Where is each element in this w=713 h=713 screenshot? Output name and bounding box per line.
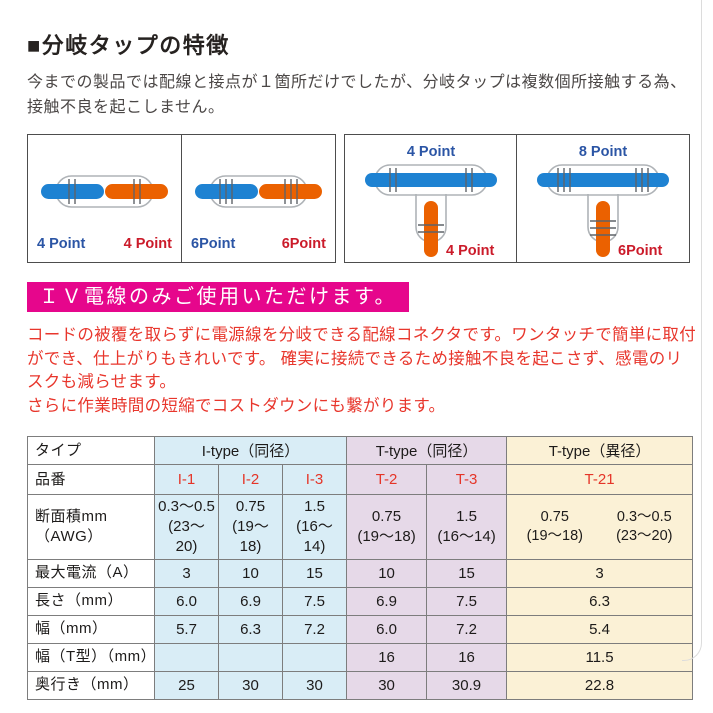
spec-cell: 7.5	[281, 586, 348, 616]
row-label-width-t: 幅（T型）（mm）	[27, 642, 156, 672]
spec-cell: 6.9	[346, 586, 428, 616]
table-row-type: タイプ I-type（同径） T-type（同径） T-type（異径）	[27, 436, 694, 466]
spec-cell: 7.2	[426, 614, 508, 644]
spec-cell: 6.0	[346, 614, 428, 644]
table-row-length: 長さ（mm） 6.0 6.9 7.5 6.9 7.5 6.3	[27, 586, 694, 616]
row-label-max-current: 最大電流（A）	[27, 558, 155, 588]
spec-cell	[218, 642, 283, 672]
spec-cell: 6.3	[218, 614, 283, 644]
spec-cell: 0.75 (19〜18)	[346, 494, 428, 560]
spec-cell: 16	[346, 642, 428, 672]
table-row-width-t: 幅（T型）（mm） 16 16 11.5	[27, 642, 694, 672]
spec-cell: 7.5	[426, 586, 508, 616]
orange-wire	[423, 200, 438, 257]
part-number-cell: I-2	[218, 464, 283, 496]
spec-cell: 3	[154, 558, 219, 588]
part-number-cell: T-21	[506, 464, 694, 496]
spec-cell: 22.8	[506, 670, 694, 700]
table-row-width: 幅（mm） 5.7 6.3 7.2 6.0 7.2 5.4	[27, 614, 694, 644]
row-label-depth: 奥行き（mm）	[27, 670, 155, 700]
table-row-depth: 奥行き（mm） 25 30 30 30 30.9 22.8	[27, 670, 694, 700]
contact-ticks	[218, 178, 298, 204]
point-label-red: 4 Point	[446, 243, 495, 259]
point-label-red: 6Point	[618, 243, 662, 259]
spec-cell: 6.9	[218, 586, 283, 616]
row-label-width: 幅（mm）	[27, 614, 155, 644]
part-number-cell: T-3	[426, 464, 508, 496]
part-number-cell: I-3	[281, 464, 348, 496]
spec-cell: 7.2	[281, 614, 348, 644]
spec-cell: 0.75 (19〜18)	[526, 508, 583, 544]
spec-cell: 6.3	[506, 586, 694, 616]
blue-wire	[41, 183, 104, 199]
diagram-t-type-4point: 4 Point 4 Point	[343, 133, 518, 263]
page-frame-right-line	[701, 0, 702, 642]
intro-text: 今までの製品では配線と接点が１箇所だけでしたが、分岐タップは複数個所接触する為、…	[27, 74, 687, 116]
orange-wire	[105, 183, 168, 199]
i-type-diagram-group: 4 Point 4 Point 6Point 6Point	[27, 133, 336, 263]
blue-wire	[364, 172, 497, 187]
spec-cell: 5.7	[154, 614, 219, 644]
point-label-blue: 4 Point	[37, 236, 86, 252]
spec-cell: 15	[281, 558, 348, 588]
iv-wire-banner: ＩＶ電線のみご使用いただけます。	[27, 281, 409, 312]
point-label-blue: 8 Point	[579, 144, 628, 160]
spec-cell: 1.5 (16〜14)	[281, 494, 348, 560]
part-number-cell: I-1	[154, 464, 219, 496]
spec-cell-pair: 0.75 (19〜18) 0.3〜0.5 (23〜20)	[506, 494, 694, 560]
page-title: ■分岐タップの特徴	[27, 33, 230, 58]
group-header-t-same: T-type（同径）	[346, 436, 508, 466]
spec-cell: 30.9	[426, 670, 508, 700]
row-label-part-number: 品番	[27, 464, 155, 496]
blue-wire	[537, 172, 669, 187]
spec-cell: 6.0	[154, 586, 219, 616]
spec-cell: 30	[218, 670, 283, 700]
spec-cell: 1.5 (16〜14)	[426, 494, 508, 560]
row-label-cross-section: 断面積mm （AWG）	[27, 494, 155, 560]
contact-ticks	[388, 167, 473, 233]
point-label-blue: 6Point	[191, 236, 235, 252]
spec-cell: 16	[426, 642, 508, 672]
row-label-length: 長さ（mm）	[27, 586, 155, 616]
spec-cell: 0.3〜0.5 (23〜20)	[616, 508, 673, 544]
spec-cell: 10	[346, 558, 428, 588]
description-text: コードの被覆を取らずに電源線を分岐できる配線コネクタです。ワンタッチで簡単に取付…	[27, 325, 697, 416]
spec-cell: 11.5	[506, 642, 694, 672]
spec-cell: 0.3〜0.5 (23〜20)	[154, 494, 219, 560]
part-number-cell: T-2	[346, 464, 428, 496]
point-label-red: 6Point	[281, 236, 325, 252]
group-header-i-type: I-type（同径）	[153, 436, 348, 466]
page-frame-corner	[682, 641, 702, 661]
table-row-cross-section: 断面積mm （AWG） 0.3〜0.5 (23〜20) 0.75 (19〜18)…	[27, 494, 694, 560]
spec-cell: 0.75 (19〜18)	[218, 494, 283, 560]
table-row-max-current: 最大電流（A） 3 10 15 10 15 3	[27, 558, 694, 588]
row-label-type: タイプ	[27, 436, 155, 466]
spec-cell: 15	[426, 558, 508, 588]
group-header-t-diff: T-type（異径）	[506, 436, 694, 466]
contact-ticks	[68, 178, 141, 204]
spec-cell: 30	[281, 670, 348, 700]
diagram-i-type-6point: 6Point 6Point	[180, 133, 336, 263]
orange-wire	[596, 200, 610, 257]
spec-cell: 10	[218, 558, 283, 588]
point-label-blue: 4 Point	[406, 144, 455, 160]
spec-cell	[154, 642, 219, 672]
spec-cell: 5.4	[506, 614, 694, 644]
contact-ticks	[557, 167, 649, 236]
t-type-diagram-group: 4 Point 4 Point 8 Point	[343, 133, 690, 263]
table-row-part-number: 品番 I-1 I-2 I-3 T-2 T-3 T-21	[27, 464, 694, 496]
spec-cell: 25	[154, 670, 219, 700]
spec-cell: 3	[506, 558, 694, 588]
point-label-red: 4 Point	[124, 236, 173, 252]
spec-cell: 30	[346, 670, 428, 700]
spec-cell	[281, 642, 348, 672]
diagram-i-type-4point: 4 Point 4 Point	[27, 133, 182, 263]
spec-table: タイプ I-type（同径） T-type（同径） T-type（異径） 品番 …	[27, 436, 694, 700]
diagram-t-type-8point: 8 Point 6Point	[516, 133, 690, 263]
diagram-row: 4 Point 4 Point 6Point 6Point	[27, 133, 690, 263]
